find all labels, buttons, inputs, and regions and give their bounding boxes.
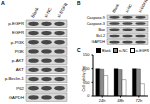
- html-text:si-EGFR: si-EGFR: [135, 48, 149, 53]
- svg-text:72h: 72h: [135, 98, 142, 103]
- svg-text:p-Beclin-1: p-Beclin-1: [8, 76, 25, 81]
- svg-text:B: B: [77, 1, 81, 6]
- svg-text:48h: 48h: [117, 98, 124, 103]
- svg-text:Caspase-9: Caspase-9: [87, 16, 105, 20]
- svg-text:si-EGFR: si-EGFR: [138, 0, 142, 14]
- svg-text:0: 0: [87, 93, 90, 98]
- svg-text:150: 150: [83, 52, 90, 57]
- svg-text:P62: P62: [16, 86, 24, 91]
- svg-text:PI3K: PI3K: [15, 49, 24, 54]
- svg-text:p-EGFR: p-EGFR: [8, 21, 24, 26]
- svg-text:100: 100: [82, 66, 90, 72]
- svg-text:p-AKT: p-AKT: [12, 58, 25, 63]
- svg-text:p-PI3K: p-PI3K: [11, 40, 24, 45]
- svg-text:Blank: Blank: [112, 3, 120, 13]
- html-text:C: C: [77, 47, 81, 53]
- svg-text:AKT: AKT: [16, 67, 25, 72]
- svg-text:si-NC: si-NC: [43, 7, 53, 19]
- svg-text:EGFR: EGFR: [12, 30, 24, 35]
- svg-text:GAPDH: GAPDH: [9, 95, 24, 100]
- svg-text:Caspase-3: Caspase-3: [87, 22, 105, 26]
- html-text:Blank: Blank: [102, 48, 111, 53]
- svg-text:Bax: Bax: [98, 28, 105, 32]
- svg-text:si-NC: si-NC: [125, 3, 133, 13]
- svg-text:Blank: Blank: [30, 6, 40, 19]
- svg-text:si-EGFR: si-EGFR: [56, 2, 69, 19]
- html-text:si-NC: si-NC: [118, 48, 128, 53]
- svg-text:GAPDH: GAPDH: [91, 40, 105, 44]
- svg-text:50: 50: [85, 79, 90, 85]
- svg-text:Bcl-2: Bcl-2: [96, 34, 105, 38]
- svg-text:24h: 24h: [99, 98, 106, 103]
- svg-text:Cell viability (%): Cell viability (%): [82, 66, 86, 92]
